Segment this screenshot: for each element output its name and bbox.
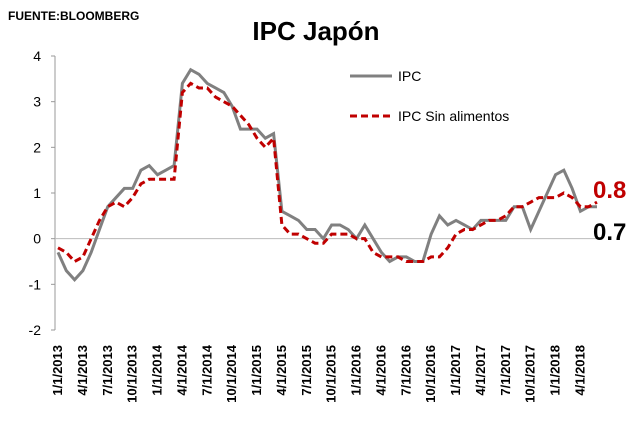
x-tick-label: 4/1/2017 — [473, 345, 488, 396]
x-tick-label: 7/1/2014 — [199, 344, 214, 395]
x-tick-label: 10/1/2014 — [224, 344, 239, 403]
x-tick-label: 1/1/2017 — [448, 345, 463, 396]
x-tick-label: 4/1/2015 — [274, 345, 289, 396]
x-tick-label: 10/1/2013 — [125, 345, 140, 403]
annotation: 0.7 — [593, 219, 626, 246]
y-tick-label: 3 — [33, 94, 41, 110]
x-tick-label: 1/1/2014 — [150, 344, 165, 395]
x-tick-label: 4/1/2013 — [75, 345, 90, 396]
x-tick-label: 4/1/2018 — [572, 345, 587, 396]
x-tick-label: 1/1/2018 — [548, 345, 563, 396]
x-tick-label: 7/1/2017 — [498, 345, 513, 396]
chart-title: IPC Japón — [252, 16, 379, 46]
series-line — [56, 67, 597, 282]
legend-label: IPC — [398, 68, 421, 84]
y-tick-label: 4 — [33, 48, 41, 64]
x-tick-label: 10/1/2016 — [423, 345, 438, 403]
x-tick-label: 7/1/2015 — [299, 345, 314, 396]
legend-label: IPC Sin alimentos — [398, 108, 509, 124]
x-tick-label: 1/1/2016 — [349, 345, 364, 396]
x-tick-label: 7/1/2013 — [100, 345, 115, 396]
y-tick-label: -2 — [29, 322, 42, 338]
x-tick-label: 10/1/2015 — [324, 345, 339, 403]
annotation: 0.8 — [593, 177, 626, 204]
x-tick-label: 4/1/2016 — [373, 345, 388, 396]
x-tick-label: 4/1/2014 — [174, 344, 189, 395]
y-tick-label: -1 — [29, 276, 42, 292]
x-tick-label: 7/1/2016 — [398, 345, 413, 396]
x-tick-label: 10/1/2017 — [523, 345, 538, 403]
source: FUENTE:BLOOMBERG — [8, 9, 139, 23]
x-tick-label: 1/1/2015 — [249, 345, 264, 396]
y-tick-label: 2 — [33, 139, 41, 155]
x-tick-label: 1/1/2013 — [50, 345, 65, 396]
y-tick-label: 1 — [33, 185, 41, 201]
y-tick-label: 0 — [33, 231, 41, 247]
